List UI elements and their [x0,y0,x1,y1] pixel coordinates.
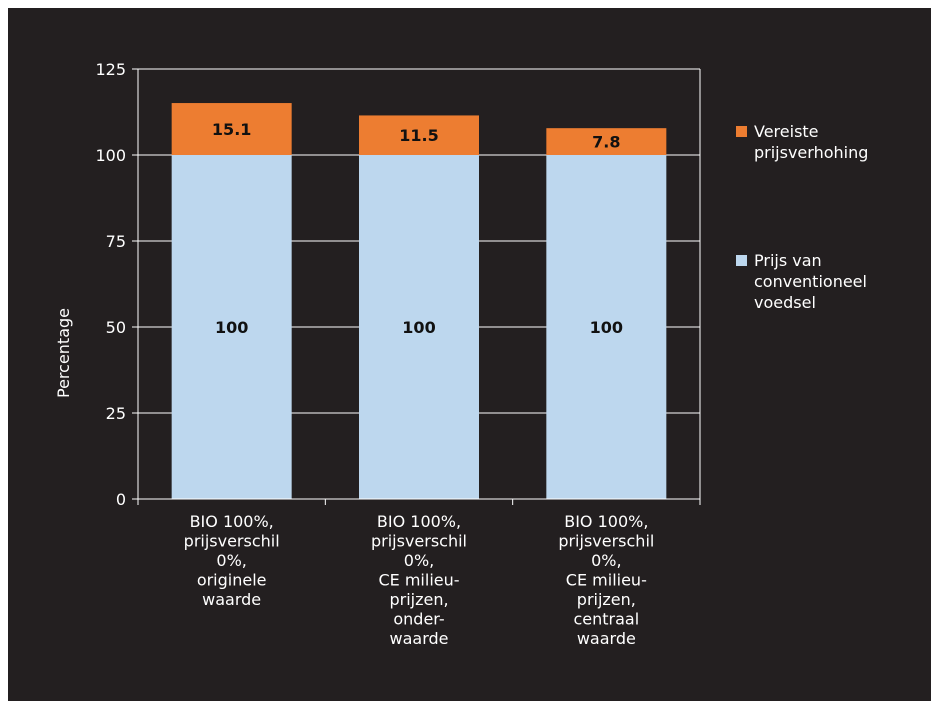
y-tick-label: 100 [95,146,126,165]
category-label-line: prijsverschil [371,532,467,551]
legend-label-line: Vereiste [754,122,819,141]
category-label-line: CE milieu- [378,571,459,590]
data-label: 100 [215,318,248,337]
category-label-line: BIO 100%, [377,512,461,531]
category-label-line: 0%, [216,551,246,570]
data-labels: 100 15.1 100 11.5 100 7.8 [212,120,623,337]
y-tick-label: 125 [95,60,126,79]
category-label-line: BIO 100%, [190,512,274,531]
bars [171,103,667,499]
legend-label-line: Prijs van [754,251,822,270]
y-tick-label: 25 [106,404,126,423]
category-label-line: 0%, [404,551,434,570]
y-axis-title: Percentage [54,308,73,398]
category-label-line: waarde [390,629,449,648]
x-category-label: BIO 100%, prijsverschil 0%, originele waarde [184,512,280,609]
category-label-line: BIO 100%, [564,512,648,531]
data-label: 11.5 [399,126,438,145]
bar-segment-base [171,155,292,499]
category-label-line: 0%, [591,551,621,570]
category-label-line: waarde [202,590,261,609]
bar-segment-increase [171,103,292,155]
data-label: 15.1 [212,120,251,139]
data-label: 100 [402,318,435,337]
category-label-line: centraal [573,610,639,629]
category-label-line: onder- [393,610,444,629]
x-category-label: BIO 100%, prijsverschil 0%, CE milieu-prijz… [558,512,654,648]
bar-segment-increase [359,115,479,155]
bar-segment-base [359,155,479,499]
bar-segment-increase [546,128,667,155]
legend-label-line: prijsverhohing [754,143,868,162]
chart-background: 0 25 50 75 100 125 BIO 100%, prijsverschil 0%, o… [8,8,931,701]
legend-label: Prijs van conventioneel voedsel [754,251,867,312]
y-tick-label: 50 [106,318,126,337]
legend-swatch [736,255,747,266]
legend-label-line: conventioneel [754,272,867,291]
x-category-labels: BIO 100%, prijsverschil 0%, originele waarde… [184,512,655,648]
y-tick-label: 0 [116,490,126,509]
x-category-label: BIO 100%, prijsverschil 0%, CE milieu-prijz… [371,512,467,648]
legend-label: Vereiste prijsverhohing [754,122,868,162]
bar-segment-base [546,155,667,499]
category-label-line: prijsverschil [558,532,654,551]
category-label-line: prijsverschil [184,532,280,551]
legend-label-line: voedsel [754,293,816,312]
category-label-line: prijzen, [389,590,448,609]
y-tick-labels: 0 25 50 75 100 125 [95,60,126,509]
category-label-line: prijzen, [577,590,636,609]
category-label-line: originele [197,571,267,590]
data-label: 100 [590,318,623,337]
y-tick-label: 75 [106,232,126,251]
category-label-line: CE milieu- [566,571,647,590]
legend: Vereiste prijsverhohing Prijs van conventio… [736,122,868,312]
data-label: 7.8 [592,133,620,152]
axes [132,68,701,505]
category-label-line: waarde [577,629,636,648]
legend-swatch [736,126,747,137]
